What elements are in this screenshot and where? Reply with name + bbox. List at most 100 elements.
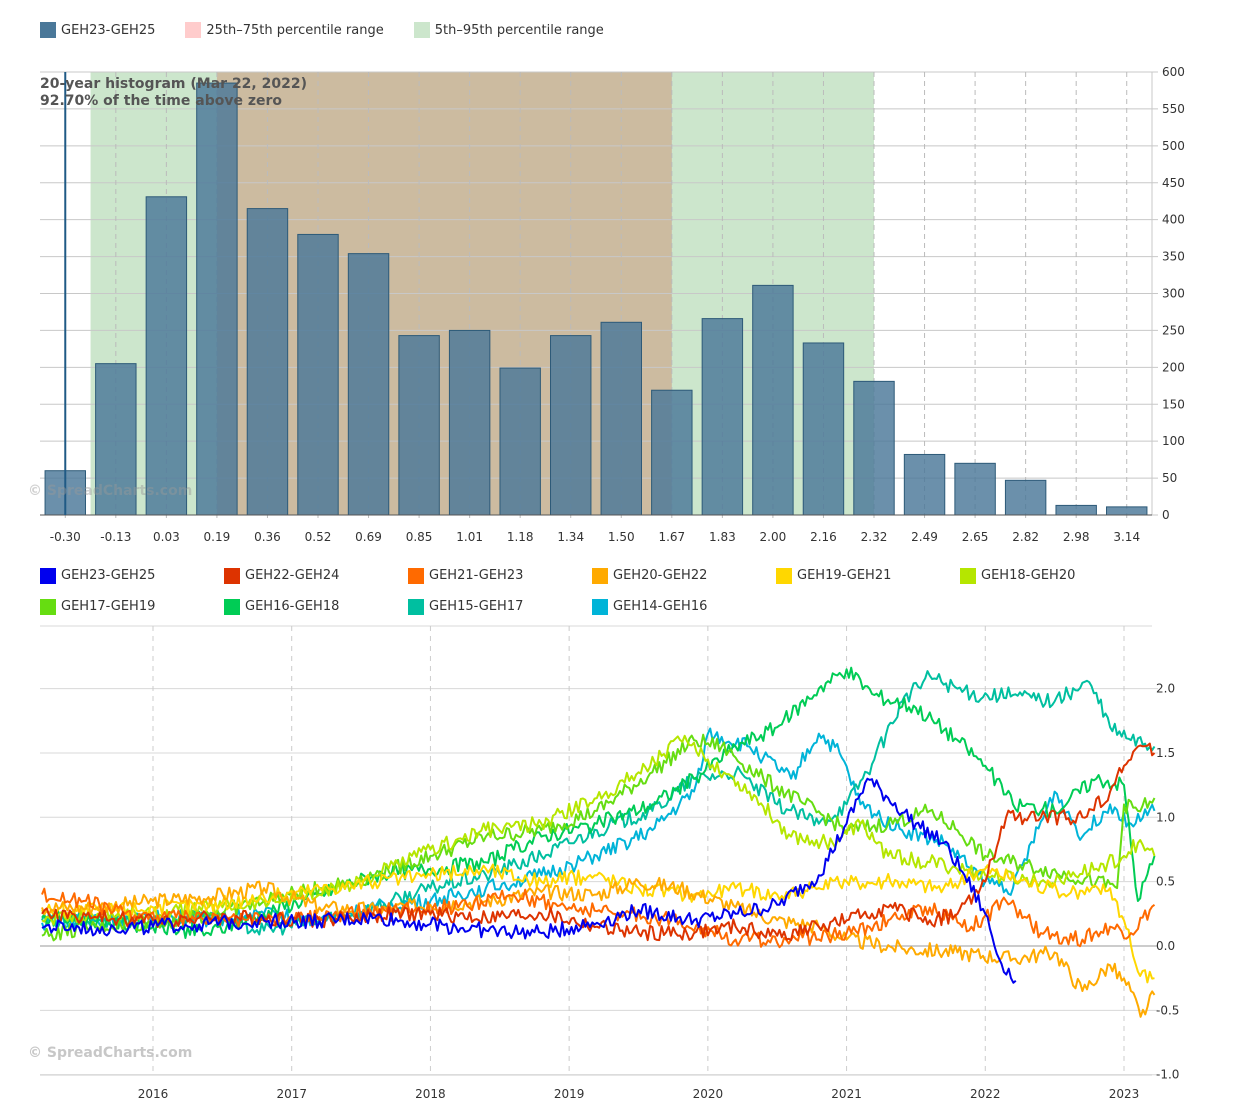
- histogram-bar[interactable]: [1055, 504, 1097, 516]
- legend-item-geh23-geh25[interactable]: GEH23-GEH25: [40, 567, 224, 584]
- y-tick-label: 300: [1162, 287, 1185, 301]
- y-tick-label: 550: [1162, 102, 1185, 116]
- x-tick-label: 1.67: [658, 530, 685, 544]
- legend-swatch: [592, 567, 608, 584]
- x-tick-label: -0.13: [100, 530, 131, 544]
- series-line-geh18-geh20[interactable]: [41, 734, 1156, 926]
- histogram-bar[interactable]: [499, 367, 541, 516]
- y-tick-label: 450: [1162, 176, 1185, 190]
- histogram-bar[interactable]: [853, 380, 895, 516]
- x-tick-label: 2023: [1109, 1087, 1140, 1101]
- x-tick-label: 2.16: [810, 530, 837, 544]
- legend-label: GEH23-GEH25: [61, 568, 156, 583]
- legend-item-geh20-geh22[interactable]: GEH20-GEH22: [592, 567, 776, 584]
- legend-label: GEH14-GEH16: [613, 599, 708, 614]
- legend-label: GEH22-GEH24: [245, 568, 340, 583]
- y-tick-label: 0: [1162, 508, 1170, 522]
- series-line-geh21-geh23[interactable]: [41, 887, 1156, 949]
- x-tick-label: 2.00: [760, 530, 787, 544]
- x-tick-label: 2018: [415, 1087, 446, 1101]
- legend-item-geh23-geh25[interactable]: GEH23-GEH25: [40, 22, 155, 38]
- y-tick-label: 200: [1162, 360, 1185, 374]
- x-tick-label: 0.52: [305, 530, 332, 544]
- legend-item-geh17-geh19[interactable]: GEH17-GEH19: [40, 598, 224, 615]
- y-tick-label: 250: [1162, 323, 1185, 337]
- legend-swatch: [960, 567, 976, 584]
- series-line-geh19-geh21[interactable]: [41, 863, 1155, 984]
- legend-label: GEH23-GEH25: [61, 22, 156, 38]
- legend-label: GEH15-GEH17: [429, 599, 524, 614]
- legend-item-geh18-geh20[interactable]: GEH18-GEH20: [960, 567, 1144, 584]
- series-line-geh15-geh17[interactable]: [41, 670, 1156, 936]
- x-tick-label: 2.82: [1012, 530, 1039, 544]
- histogram-bar[interactable]: [246, 208, 289, 516]
- legend-label: GEH17-GEH19: [61, 599, 156, 614]
- legend-swatch: [224, 567, 240, 584]
- legend-swatch: [413, 22, 430, 38]
- histogram-bar[interactable]: [196, 82, 238, 516]
- x-tick-label: 1.34: [557, 530, 584, 544]
- x-tick-label: 1.83: [709, 530, 736, 544]
- histogram-bar[interactable]: [297, 233, 339, 516]
- y-tick-label: 500: [1162, 139, 1185, 153]
- legend-item-5-95-percentile[interactable]: 5th–95th percentile range: [413, 22, 604, 38]
- histogram-bar[interactable]: [550, 335, 592, 516]
- legend-item-geh14-geh16[interactable]: GEH14-GEH16: [592, 598, 776, 615]
- histogram-bar[interactable]: [398, 335, 440, 516]
- legend-item-geh15-geh17[interactable]: GEH15-GEH17: [408, 598, 592, 615]
- x-tick-label: 1.01: [456, 530, 483, 544]
- legend-swatch: [776, 567, 792, 584]
- legend-item-geh16-geh18[interactable]: GEH16-GEH18: [224, 598, 408, 615]
- histogram-bar[interactable]: [1004, 479, 1047, 516]
- series-line-geh22-geh24[interactable]: [41, 742, 1156, 942]
- x-tick-label: 2016: [138, 1087, 169, 1101]
- series-line-geh17-geh19[interactable]: [41, 733, 1156, 942]
- histogram-legend: GEH23-GEH25 25th–75th percentile range 5…: [40, 20, 634, 40]
- histogram-bar[interactable]: [600, 321, 642, 516]
- watermark-bottom: © SpreadCharts.com: [28, 1045, 192, 1061]
- x-tick-label: 0.19: [204, 530, 231, 544]
- series-line-geh20-geh22[interactable]: [41, 876, 1156, 1018]
- histogram-bar[interactable]: [752, 284, 794, 516]
- y-tick-label: 400: [1162, 213, 1185, 227]
- histogram-bar[interactable]: [651, 389, 693, 516]
- series-line-geh14-geh16[interactable]: [41, 727, 1156, 931]
- legend-swatch: [40, 567, 56, 584]
- legend-label: GEH19-GEH21: [797, 568, 892, 583]
- legend-label: GEH21-GEH23: [429, 568, 524, 583]
- histogram-bar[interactable]: [1106, 506, 1148, 516]
- legend-swatch: [408, 598, 424, 615]
- legend-item-geh22-geh24[interactable]: GEH22-GEH24: [224, 567, 408, 584]
- y-tick-label: 600: [1162, 65, 1185, 79]
- histogram-bar[interactable]: [903, 453, 946, 516]
- legend-swatch: [40, 22, 56, 38]
- x-tick-label: 2022: [970, 1087, 1001, 1101]
- histogram-title: 20-year histogram (Mar 22, 2022): [40, 76, 307, 92]
- y-tick-label: 0.0: [1156, 939, 1175, 953]
- x-tick-label: 2019: [554, 1087, 585, 1101]
- line-legend: GEH23-GEH25 GEH22-GEH24 GEH21-GEH23 GEH20-G…: [40, 560, 1160, 622]
- histogram-subtitle: 92.70% of the time above zero: [40, 93, 282, 109]
- legend-item-25-75-percentile[interactable]: 25th–75th percentile range: [185, 22, 384, 38]
- histogram-bar[interactable]: [347, 253, 390, 516]
- legend-item-geh21-geh23[interactable]: GEH21-GEH23: [408, 567, 592, 584]
- x-tick-label: -0.30: [50, 530, 81, 544]
- x-tick-label: 1.18: [507, 530, 534, 544]
- legend-item-geh19-geh21[interactable]: GEH19-GEH21: [776, 567, 960, 584]
- series-line-geh16-geh18[interactable]: [41, 666, 1156, 939]
- histogram-bar[interactable]: [954, 462, 996, 516]
- histogram-bar[interactable]: [448, 329, 491, 516]
- legend-label: 25th–75th percentile range: [206, 22, 384, 38]
- y-tick-label: 0.5: [1156, 875, 1175, 889]
- legend-swatch: [185, 22, 202, 38]
- legend-label: GEH18-GEH20: [981, 568, 1076, 583]
- histogram-bar[interactable]: [802, 342, 845, 516]
- x-tick-label: 0.36: [254, 530, 281, 544]
- y-tick-label: 1.5: [1156, 746, 1175, 760]
- histogram-bar[interactable]: [145, 196, 188, 516]
- x-tick-label: 2021: [831, 1087, 862, 1101]
- histogram-bar[interactable]: [701, 318, 744, 516]
- x-tick-label: 2017: [276, 1087, 307, 1101]
- series-line-geh23-geh25[interactable]: [41, 777, 1017, 984]
- x-tick-label: 2.49: [911, 530, 938, 544]
